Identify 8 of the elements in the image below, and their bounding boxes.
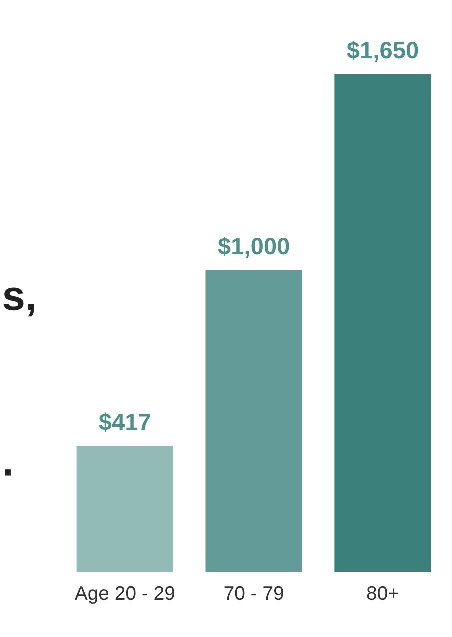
data-label: $417 bbox=[99, 412, 150, 432]
x-tick-label: 80+ bbox=[367, 586, 399, 600]
x-tick-label: 70 - 79 bbox=[224, 586, 284, 600]
x-tick-label: Age 20 - 29 bbox=[74, 586, 174, 604]
data-label: $1,650 bbox=[347, 40, 418, 62]
text: . bbox=[5, 470, 11, 476]
data-label: $1,000 bbox=[218, 236, 290, 258]
text: s, bbox=[4, 288, 34, 317]
